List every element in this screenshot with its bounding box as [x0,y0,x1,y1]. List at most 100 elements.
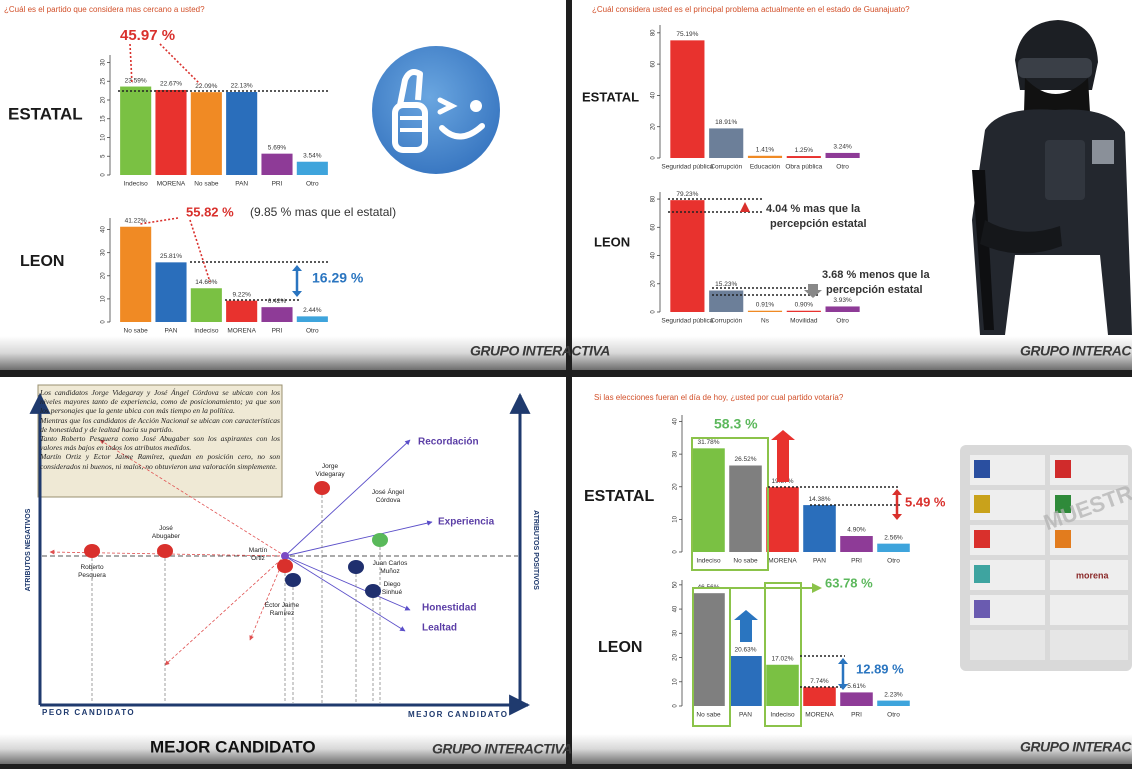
x-tick-label: Indeciso [696,558,721,565]
bar [155,262,187,322]
map-text: Los candidatos Jorge Videgaray y José Án… [40,388,280,471]
y-tick-label: 20 [651,123,657,130]
row-label: LEON [598,639,642,656]
x-tick-label: Otro [836,164,849,171]
y-tick-label: 10 [673,515,679,522]
annotation-line: percepción estatal [770,218,867,230]
value-label: 3.93% [833,297,852,304]
y-tick-label: 40 [651,91,657,98]
bar [840,692,873,706]
candidate-label: Martín Ortiz [249,547,268,562]
decoration [164,555,286,666]
y-tick-label: 0 [651,310,657,314]
slide-band [0,734,566,764]
y-tick-label: 20 [101,272,107,279]
annotation: 4.04 % mas que la percepción estatal [766,203,867,230]
decoration [740,202,750,212]
x-tick-label: Otro [836,318,849,325]
decoration [365,584,381,598]
annotation: 63.78 % [825,575,873,590]
attribute-label: Recordación [418,437,479,448]
x-tick-label: Otro [887,558,900,565]
bar [226,92,258,175]
x-tick-label: PAN [235,181,248,188]
decoration [691,437,769,571]
x-tick-label: No sabe [194,181,219,188]
annotation: 16.29 % [312,270,364,286]
y-tick-label: 0 [673,550,679,554]
value-label: 25.81% [160,253,182,260]
decoration [284,555,411,611]
y-tick-label: 30 [101,249,107,256]
decoration [157,544,173,558]
bar [766,487,799,552]
x-tick-label: PRI [272,328,283,335]
row-label: ESTATAL [584,488,654,505]
value-label: 5.61% [847,683,866,690]
annotation: 58.3 % [714,416,758,432]
map-title: MEJOR CANDIDATO [150,737,316,756]
bar [877,700,910,706]
row-label: LEON [20,253,64,270]
value-label: 31.78% [697,439,719,446]
bar [729,465,762,552]
x-tick-label: Indeciso [770,712,795,719]
bar [766,664,799,706]
x-tick-label: Indeciso [124,181,149,188]
x-tick-label: No sabe [733,558,758,565]
row-label: LEON [594,234,630,249]
bar [261,307,293,322]
brand-logo: GRUPO INTERACTIVA [1020,739,1132,755]
value-label: 14.60% [195,279,217,286]
value-label: 26.52% [734,456,756,463]
x-tick-label: Movilidad [790,318,818,325]
thumbs-icon [372,46,500,174]
y-tick-label: 20 [651,280,657,287]
y-tick-label: 80 [651,29,657,36]
value-label: 23.59% [125,77,147,84]
value-label: 1.41% [756,147,775,154]
candidate-label: José Ángel Córdova [372,487,405,504]
x-tick-label: PRI [272,181,283,188]
annotation-line: 4.04 % mas que la [766,203,861,215]
annotation: 45.97 % [120,27,175,44]
decoration [764,582,802,727]
y-tick-label: 0 [101,320,107,324]
slide-question: Si las elecciones fueran el día de hoy, … [594,393,844,402]
decoration [284,439,411,557]
y-tick-label: 60 [651,60,657,67]
value-label: 2.23% [884,691,903,698]
value-label: 5.69% [268,144,287,151]
y-axis-left: ATRIBUTOS NEGATIVOS [25,508,32,591]
value-label: 6.42% [268,298,287,305]
attribute-label: Honestidad [422,603,476,614]
x-tick-label: MORENA [805,712,834,719]
decoration [348,560,364,574]
y-tick-label: 20 [101,96,107,103]
x-tick-label: MORENA [227,328,256,335]
bar [190,92,222,175]
map-frame [29,384,531,716]
value-label: 14.38% [808,496,830,503]
value-label: 22.09% [195,83,217,90]
x-tick-label: Obra pública [785,164,822,171]
slide-band [572,734,1132,764]
x-tick-label: Seguridad pública [661,164,713,171]
value-label: 79.23% [676,191,698,198]
candidate-label: José Abugaber [152,525,181,540]
ballot-image [960,445,1132,671]
slide-question: ¿Cuál considera usted es el principal pr… [592,5,910,14]
x-tick-label: Ns [761,318,770,325]
bar [692,448,725,552]
slide-band [0,336,566,370]
candidate-label: Roberto Pesquera [78,564,106,579]
bar [670,200,705,312]
x-tick-label: Otro [887,712,900,719]
bar [729,656,762,706]
decoration [159,43,201,85]
y-tick-label: 5 [101,154,107,158]
x-tick-label: PRI [851,712,862,719]
annotation-line: 3.68 % menos que la [822,269,930,281]
value-label: 0.91% [756,301,775,308]
bar [692,593,725,706]
